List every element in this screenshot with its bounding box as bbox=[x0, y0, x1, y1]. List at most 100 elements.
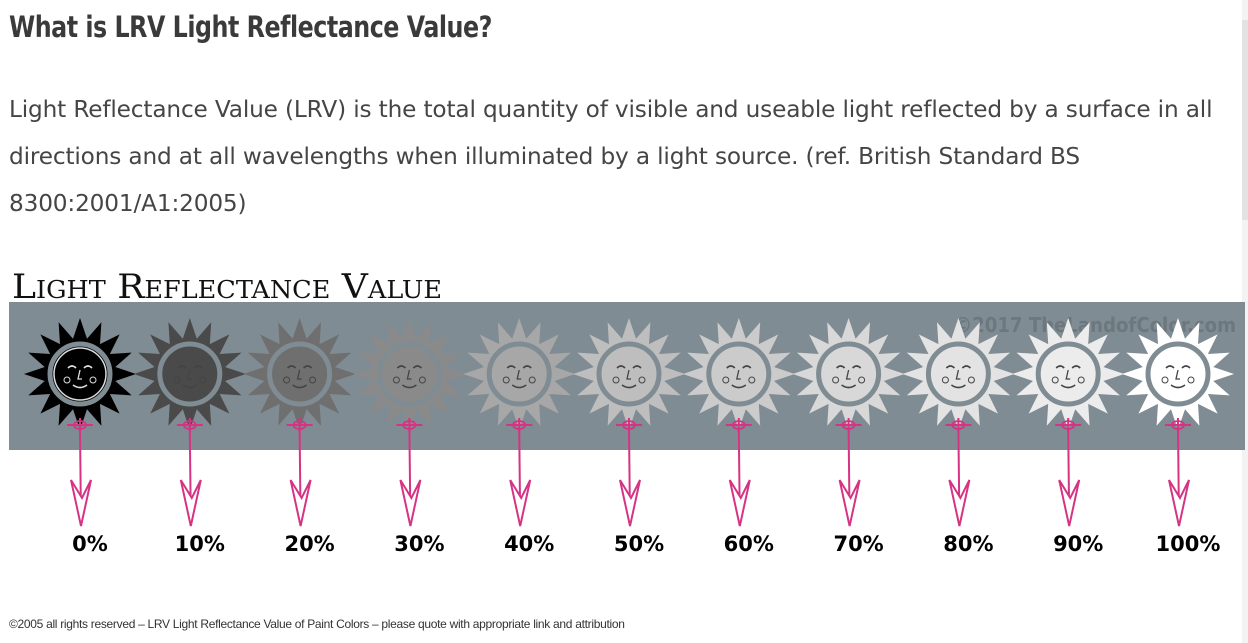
lrv-level-80: 80% bbox=[902, 318, 1015, 556]
sun-face bbox=[53, 347, 107, 401]
lrv-level-10: 10% bbox=[133, 318, 246, 556]
sun-face bbox=[712, 348, 765, 400]
sun-cheek bbox=[528, 376, 536, 384]
sun-nose bbox=[955, 369, 961, 380]
sun-cheek bbox=[1187, 376, 1195, 384]
sun-eyes bbox=[506, 365, 532, 369]
lrv-level-50: 50% bbox=[573, 318, 685, 556]
sun-nose bbox=[516, 369, 522, 380]
lrv-percent-label: 30% bbox=[394, 532, 444, 556]
sun-eyes bbox=[616, 365, 642, 369]
sun-mouth bbox=[950, 384, 966, 389]
lrv-level-20: 20% bbox=[243, 318, 356, 556]
lrv-percent-label: 10% bbox=[175, 532, 225, 556]
lrv-level-0: 0% bbox=[24, 318, 136, 556]
sun-nose bbox=[845, 369, 851, 380]
sun-mouth bbox=[72, 384, 88, 389]
sun-eyes bbox=[945, 365, 971, 369]
sun-cheek bbox=[173, 376, 181, 384]
lrv-percent-label: 100% bbox=[1156, 532, 1221, 556]
sun-nose bbox=[1065, 369, 1071, 380]
sun-cheek bbox=[199, 376, 207, 384]
sun-eyes bbox=[836, 365, 862, 369]
sun-cheek bbox=[832, 376, 840, 384]
sun-row: 0% 10% 20% 30% 40% 50% 60% 70% 80% 90% 100% bbox=[24, 318, 1234, 556]
sun-cheek bbox=[1077, 376, 1085, 384]
sun-nose bbox=[735, 369, 741, 380]
lrv-definition: Light Reflectance Value (LRV) is the tot… bbox=[9, 96, 1213, 217]
sun-cheek bbox=[748, 376, 756, 384]
sun-cheek bbox=[309, 376, 317, 384]
sun-nose bbox=[186, 369, 192, 380]
arrow-head bbox=[838, 479, 861, 527]
sun-cheek bbox=[502, 376, 510, 384]
lrv-level-70: 70% bbox=[792, 318, 905, 556]
sun-cheek bbox=[283, 376, 291, 384]
sun-mouth bbox=[731, 384, 747, 389]
lrv-percent-label: 40% bbox=[504, 532, 554, 556]
sun-cheek bbox=[89, 376, 97, 384]
sun-eyes bbox=[726, 365, 752, 369]
sun-cheek bbox=[612, 376, 620, 384]
sun-face bbox=[163, 348, 216, 400]
sun-face bbox=[603, 348, 655, 400]
sun-eyes bbox=[1055, 365, 1081, 369]
sun-face bbox=[1042, 348, 1095, 400]
sun-cheek bbox=[941, 376, 949, 384]
lrv-percent-label: 50% bbox=[614, 532, 664, 556]
arrow-head bbox=[1058, 479, 1081, 527]
sun-eyes bbox=[177, 365, 203, 369]
sun-face bbox=[1152, 348, 1204, 400]
sun-mouth bbox=[1060, 384, 1076, 389]
lrv-percent-label: 80% bbox=[943, 532, 993, 556]
sun-mouth bbox=[182, 384, 198, 389]
scrollbar-track[interactable] bbox=[1242, 0, 1248, 643]
sun-face bbox=[822, 348, 875, 400]
arrow-head bbox=[509, 479, 532, 527]
sun-nose bbox=[626, 369, 631, 380]
sun-mouth bbox=[621, 384, 637, 389]
arrow-head bbox=[289, 479, 312, 527]
arrow-head bbox=[179, 479, 202, 527]
arrow-head bbox=[948, 479, 971, 527]
arrow-head bbox=[399, 479, 422, 527]
sun-mouth bbox=[401, 384, 417, 389]
sun-cheek bbox=[858, 376, 866, 384]
sun-cheek bbox=[638, 376, 646, 384]
lrv-percent-label: 60% bbox=[724, 532, 774, 556]
lrv-level-30: 30% bbox=[353, 318, 466, 556]
sun-face bbox=[493, 348, 546, 400]
lrv-infographic: Light Reflectance Value ©2017 TheLandofC… bbox=[0, 258, 1245, 563]
sun-mouth bbox=[292, 384, 308, 389]
watermark: ©2017 TheLandofColor.com bbox=[954, 313, 1236, 337]
sun-mouth bbox=[841, 384, 857, 389]
sun-nose bbox=[296, 369, 302, 380]
sun-cheek bbox=[418, 376, 426, 384]
sun-eyes bbox=[396, 365, 422, 369]
sun-cheek bbox=[967, 376, 975, 384]
infographic-heading: Light Reflectance Value bbox=[12, 267, 442, 307]
lrv-percent-label: 20% bbox=[284, 532, 334, 556]
arrow-head bbox=[1168, 479, 1190, 527]
page-title: What is LRV Light Reflectance Value? bbox=[9, 10, 492, 44]
sun-cheek bbox=[1051, 376, 1059, 384]
scrollbar-thumb[interactable] bbox=[1242, 20, 1248, 220]
sun-eyes bbox=[287, 365, 313, 369]
sun-face bbox=[383, 348, 436, 400]
sun-mouth bbox=[1170, 384, 1186, 389]
sun-nose bbox=[1175, 369, 1180, 380]
sun-face bbox=[273, 348, 326, 400]
arrow-head bbox=[728, 479, 751, 527]
sun-eyes bbox=[67, 365, 93, 369]
sun-cheek bbox=[392, 376, 400, 384]
sun-face bbox=[932, 348, 985, 400]
lrv-level-60: 60% bbox=[682, 318, 795, 556]
footer-copyright: ©2005 all rights reserved – LRV Light Re… bbox=[9, 617, 625, 631]
sun-cheek bbox=[1161, 376, 1169, 384]
sun-cheek bbox=[63, 376, 71, 384]
lrv-percent-label: 90% bbox=[1053, 532, 1103, 556]
arrow-head bbox=[70, 479, 92, 527]
arrow-head bbox=[619, 479, 641, 527]
sun-nose bbox=[406, 369, 412, 380]
sun-eyes bbox=[1165, 365, 1191, 369]
